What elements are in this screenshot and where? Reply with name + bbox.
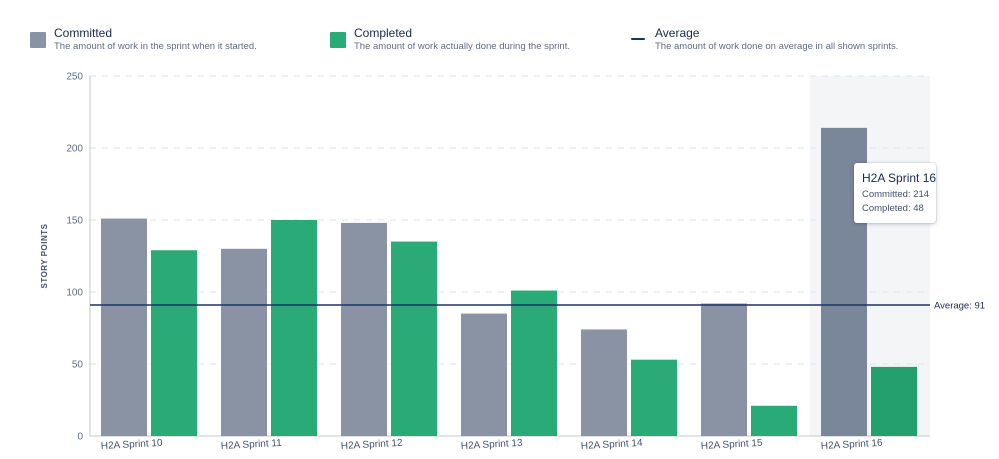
legend: Committed The amount of work in the spri…	[30, 26, 990, 56]
completed-bar	[511, 290, 557, 436]
y-axis-title: STORY POINTS	[40, 223, 49, 288]
legend-completed-description: The amount of work actually done during …	[354, 41, 570, 52]
completed-bar	[631, 359, 677, 436]
tooltip-completed: Completed: 48	[862, 203, 924, 214]
committed-bar	[461, 313, 507, 436]
committed-bar	[701, 303, 747, 436]
x-tick-label: H2A Sprint 16	[821, 438, 884, 452]
x-tick-label: H2A Sprint 10	[101, 438, 164, 452]
y-tick-label: 200	[66, 144, 83, 155]
x-tick-label: H2A Sprint 14	[581, 438, 644, 452]
completed-swatch	[330, 32, 346, 48]
completed-bar	[151, 250, 197, 436]
tooltip-title: H2A Sprint 16	[862, 171, 937, 185]
completed-bar	[871, 366, 917, 436]
average-swatch	[631, 38, 645, 40]
y-tick-label: 0	[77, 432, 83, 443]
committed-swatch	[30, 32, 46, 48]
x-tick-label: H2A Sprint 13	[461, 438, 524, 452]
legend-committed-label: Committed	[54, 26, 113, 40]
committed-bar	[581, 329, 627, 436]
committed-bar	[341, 222, 387, 436]
legend-average-description: The amount of work done on average in al…	[655, 41, 899, 52]
y-tick-label: 150	[66, 216, 83, 227]
y-tick-label: 50	[72, 360, 84, 371]
legend-completed-label: Completed	[354, 26, 413, 40]
sprint-tooltip: H2A Sprint 16 Committed: 214 Completed: …	[854, 163, 936, 223]
x-tick-label: H2A Sprint 12	[341, 438, 404, 452]
x-tick-label: H2A Sprint 11	[221, 438, 283, 452]
completed-bar	[271, 220, 317, 436]
average-label: Average: 91	[934, 300, 985, 311]
completed-bar	[391, 241, 437, 436]
completed-bar	[751, 405, 797, 436]
legend-average-label: Average	[655, 26, 700, 40]
committed-bar	[101, 218, 147, 436]
legend-committed-description: The amount of work in the sprint when it…	[54, 41, 257, 52]
committed-bar	[221, 248, 267, 436]
tooltip-committed: Committed: 214	[862, 189, 930, 200]
y-tick-label: 250	[66, 72, 83, 83]
y-tick-label: 100	[66, 288, 83, 299]
x-tick-label: H2A Sprint 15	[701, 438, 764, 452]
